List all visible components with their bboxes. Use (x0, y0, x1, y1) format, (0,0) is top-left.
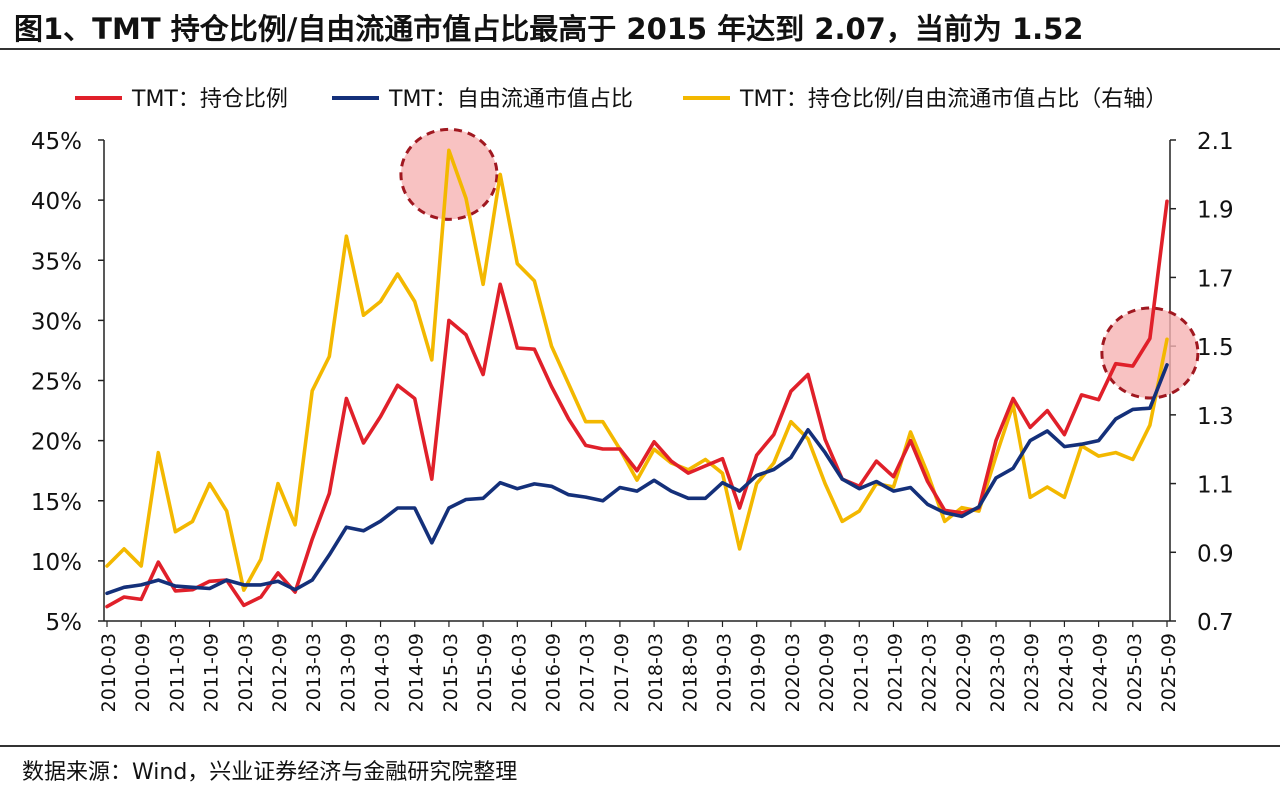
x-tick-label: 2023-03 (987, 633, 1009, 712)
x-tick-label: 2025-03 (1124, 633, 1146, 712)
right-tick-label: 2.1 (1197, 129, 1234, 155)
left-tick-label: 40% (31, 189, 82, 215)
series-line-ratio-right-axis (105, 148, 1169, 592)
left-tick-label: 20% (31, 430, 82, 456)
left-tick-label: 35% (31, 249, 82, 275)
x-tick-label: 2025-09 (1158, 633, 1180, 712)
x-tick-label: 2015-09 (474, 633, 496, 712)
x-tick-label: 2011-03 (166, 633, 188, 712)
x-tick-label: 2011-09 (201, 633, 223, 712)
page-title: 图1、TMT 持仓比例/自由流通市值占比最高于 2015 年达到 2.07，当前… (14, 12, 1084, 46)
x-tick-label: 2012-09 (269, 633, 291, 712)
series-line-free-float-share (105, 363, 1169, 596)
title-divider (0, 48, 1280, 50)
left-tick-label: 10% (31, 550, 82, 576)
series-line-holding-ratio (105, 199, 1169, 609)
left-tick-label: 25% (31, 370, 82, 396)
x-tick-label: 2017-03 (577, 633, 599, 712)
series-lines (105, 148, 1169, 609)
x-tick-label: 2019-09 (748, 633, 770, 712)
x-tick-label: 2014-03 (372, 633, 394, 712)
highlight-circle (399, 127, 499, 221)
right-tick-label: 1.5 (1197, 335, 1234, 361)
right-tick-label: 0.9 (1197, 541, 1234, 567)
left-tick-label: 5% (46, 610, 83, 636)
x-tick-label: 2022-09 (953, 633, 975, 712)
axes: 5% 10% 15% 20% 25% 30% 35% 40% 45% 0.7 0.9 1.1 1.3 1.… (31, 129, 1234, 712)
footer-divider (0, 745, 1280, 747)
right-tick-label: 1.3 (1197, 404, 1234, 430)
x-tick-label: 2019-03 (713, 633, 735, 712)
legend-label-red: TMT：持仓比例 (131, 87, 288, 112)
x-tick-label: 2024-03 (1055, 633, 1077, 712)
right-tick-label: 0.7 (1197, 610, 1234, 636)
x-tick-label: 2018-09 (679, 633, 701, 712)
left-tick-label: 45% (31, 129, 82, 155)
x-tick-label: 2023-09 (1021, 633, 1043, 712)
source-note: 数据来源：Wind，兴业证券经济与金融研究院整理 (22, 760, 518, 785)
x-tick-label: 2018-03 (645, 633, 667, 712)
x-tick-label: 2012-03 (235, 633, 257, 712)
x-tick-label: 2013-09 (337, 633, 359, 712)
legend: TMT：持仓比例 TMT：自由流通市值占比 TMT：持仓比例/自由流通市值占比（… (75, 87, 1167, 112)
right-tick-label: 1.9 (1197, 198, 1234, 224)
x-tick-label: 2010-09 (132, 633, 154, 712)
x-tick-label: 2020-09 (816, 633, 838, 712)
x-tick-label: 2021-09 (884, 633, 906, 712)
right-tick-label: 1.1 (1197, 473, 1234, 499)
x-tick-label: 2024-09 (1090, 633, 1112, 712)
left-tick-label: 30% (31, 309, 82, 335)
x-tick-label: 2014-09 (406, 633, 428, 712)
x-tick-label: 2015-03 (440, 633, 462, 712)
x-tick-label: 2022-03 (919, 633, 941, 712)
legend-label-navy: TMT：自由流通市值占比 (388, 87, 633, 112)
x-tick-label: 2021-03 (850, 633, 872, 712)
annotations (399, 127, 1200, 400)
legend-label-gold: TMT：持仓比例/自由流通市值占比（右轴） (739, 87, 1167, 112)
right-tick-label: 1.7 (1197, 266, 1234, 292)
x-tick-label: 2017-09 (611, 633, 633, 712)
x-tick-label: 2016-03 (508, 633, 530, 712)
highlight-circle (1100, 306, 1200, 400)
x-tick-label: 2016-09 (543, 633, 565, 712)
x-tick-label: 2020-03 (782, 633, 804, 712)
left-tick-label: 15% (31, 490, 82, 516)
x-tick-label: 2010-03 (98, 633, 120, 712)
x-tick-label: 2013-03 (303, 633, 325, 712)
